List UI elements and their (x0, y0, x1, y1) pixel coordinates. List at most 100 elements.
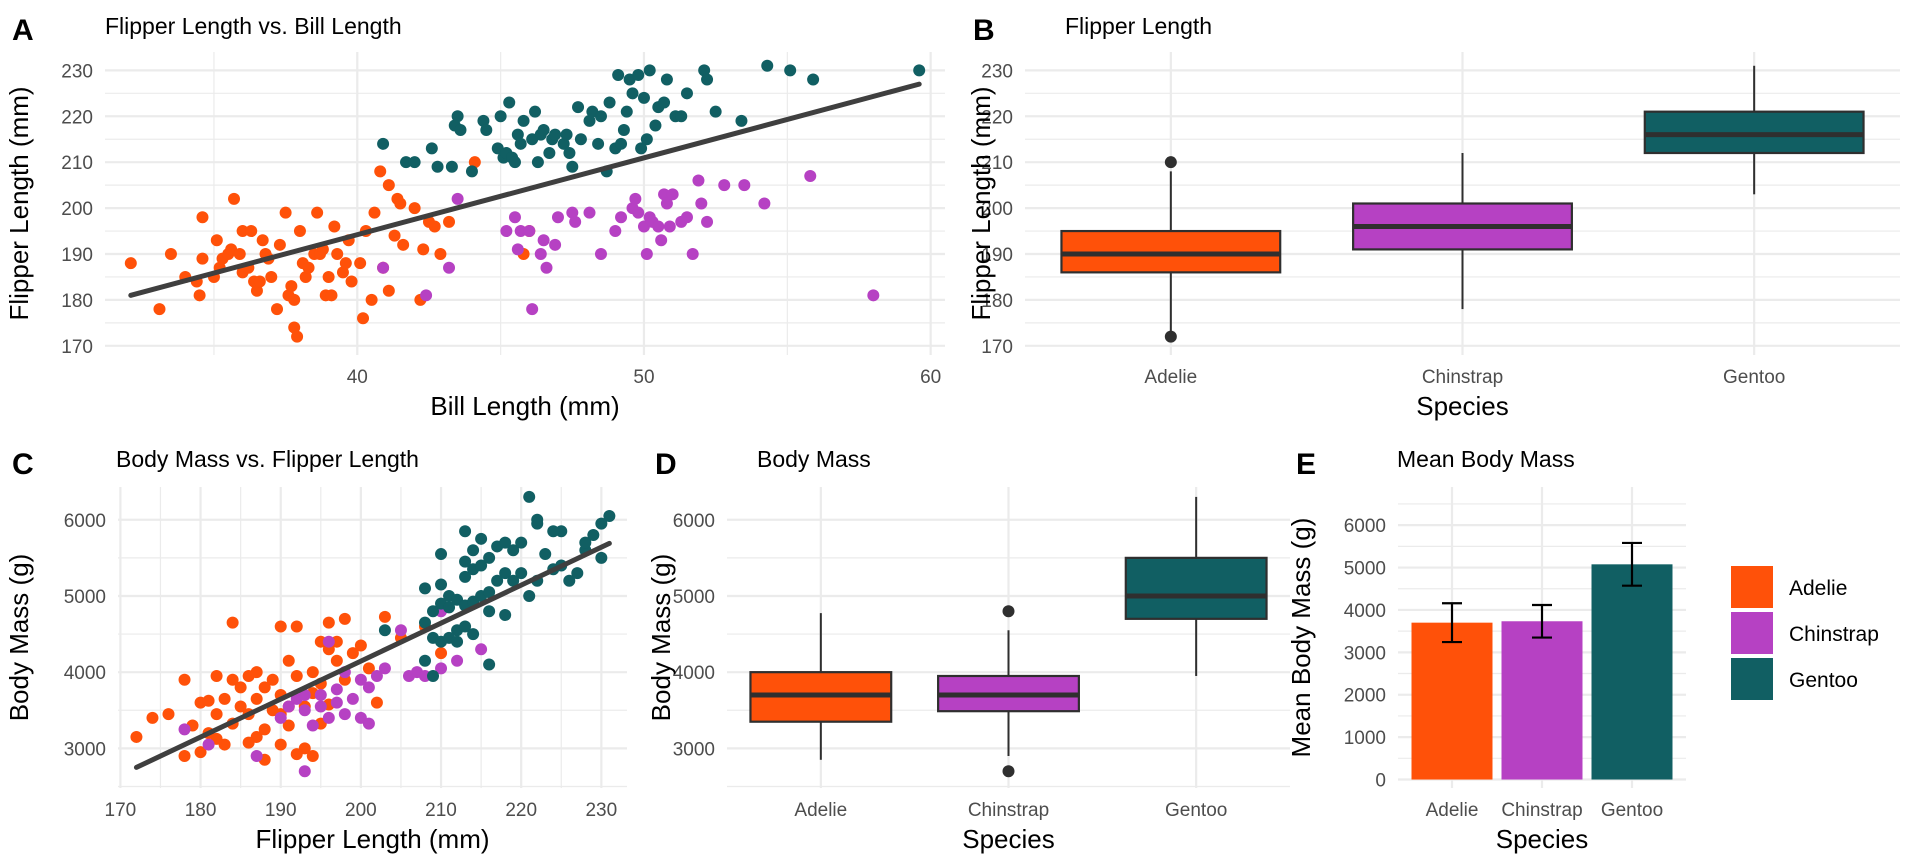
y-tick-label: 200 (61, 199, 93, 220)
data-point-chinstrap (250, 749, 263, 762)
data-point-gentoo (494, 110, 507, 123)
data-point-adelie (256, 234, 269, 247)
data-point-chinstrap (362, 717, 375, 730)
data-point-adelie (370, 696, 383, 709)
x-axis-label: Bill Length (mm) (430, 391, 619, 421)
y-tick-label: 170 (61, 337, 93, 358)
data-point-adelie (250, 284, 263, 297)
data-point-gentoo (649, 119, 662, 132)
x-tick-label: 40 (347, 367, 368, 388)
data-point-adelie (378, 610, 391, 623)
data-point-chinstrap (451, 654, 464, 667)
x-axis-label: Species (962, 824, 1055, 854)
data-point-gentoo (400, 156, 413, 169)
data-point-gentoo (511, 128, 524, 141)
bar-chinstrap (1501, 621, 1583, 780)
panel-tag: A (12, 14, 34, 47)
y-tick-label: 5000 (1344, 559, 1386, 580)
panel-tag: E (1296, 448, 1316, 481)
data-point-chinstrap (354, 673, 367, 686)
y-tick-label: 230 (61, 61, 93, 82)
x-tick-label: 50 (633, 367, 654, 388)
data-point-adelie (274, 738, 287, 751)
data-point-gentoo (557, 137, 570, 150)
data-point-gentoo (640, 133, 653, 146)
data-point-adelie (311, 206, 324, 219)
data-point-gentoo (523, 490, 536, 503)
data-point-chinstrap (629, 192, 642, 205)
data-point-chinstrap (666, 188, 679, 201)
data-point-gentoo (620, 105, 633, 118)
data-point-adelie (322, 270, 335, 283)
data-point-adelie (291, 330, 304, 343)
y-axis-label: Body Mass (g) (4, 554, 34, 722)
bar-gentoo (1591, 564, 1673, 780)
data-point-adelie (164, 248, 177, 260)
x-tick-label: 200 (345, 800, 377, 821)
data-point-chinstrap (758, 197, 771, 210)
data-point-adelie (146, 711, 159, 724)
data-point-gentoo (483, 605, 496, 618)
data-point-chinstrap (537, 234, 550, 247)
data-point-gentoo (459, 570, 472, 583)
data-point-chinstrap (511, 243, 524, 256)
x-tick-label: Gentoo (1723, 367, 1785, 388)
data-point-chinstrap (566, 206, 579, 219)
data-point-chinstrap (692, 174, 705, 187)
data-point-gentoo (507, 574, 520, 587)
data-point-adelie (242, 736, 255, 749)
data-point-gentoo (587, 529, 600, 542)
data-point-adelie (196, 252, 209, 265)
data-point-adelie (226, 616, 239, 629)
data-point-chinstrap (282, 700, 295, 713)
data-point-gentoo (807, 73, 820, 86)
x-tick-label: Adelie (794, 800, 847, 821)
data-point-gentoo (563, 147, 576, 159)
y-tick-label: 6000 (64, 511, 106, 532)
data-point-adelie (382, 284, 395, 297)
panel-tag: C (12, 448, 34, 481)
data-point-chinstrap (695, 197, 708, 210)
trend-line (128, 81, 922, 298)
data-point-gentoo (617, 124, 630, 137)
data-point-gentoo (503, 96, 516, 109)
data-point-adelie (178, 673, 191, 686)
panel-tag: D (655, 448, 677, 481)
data-point-adelie (362, 662, 375, 675)
data-point-chinstrap (500, 225, 513, 238)
data-point-gentoo (563, 574, 576, 587)
data-point-adelie (290, 669, 303, 682)
data-point-chinstrap (377, 261, 390, 274)
y-tick-label: 180 (981, 291, 1013, 312)
data-point-adelie (250, 692, 263, 705)
legend-label: Chinstrap (1789, 623, 1879, 646)
outlier-point (1164, 156, 1177, 169)
y-tick-label: 170 (981, 337, 1013, 358)
data-point-adelie (285, 280, 298, 293)
data-point-gentoo (547, 525, 560, 538)
y-tick-label: 220 (61, 107, 93, 128)
chart-title: Mean Body Mass (1397, 446, 1575, 472)
data-point-adelie (194, 746, 207, 759)
data-point-adelie (354, 639, 367, 652)
data-point-adelie (428, 220, 441, 233)
data-point-gentoo (531, 513, 544, 526)
data-point-adelie (339, 257, 352, 270)
y-tick-label: 230 (981, 61, 1013, 82)
data-point-gentoo (572, 101, 585, 114)
data-point-adelie (279, 206, 292, 219)
x-axis-label: Flipper Length (mm) (255, 824, 489, 854)
data-point-gentoo (499, 536, 512, 549)
y-tick-label: 6000 (673, 511, 715, 532)
data-point-gentoo (515, 567, 528, 580)
data-point-gentoo (467, 544, 480, 557)
outlier-point (1164, 330, 1177, 343)
data-point-gentoo (632, 68, 645, 81)
data-point-chinstrap (508, 211, 521, 224)
data-point-adelie (236, 225, 249, 238)
data-point-gentoo (579, 536, 592, 549)
x-tick-label: 190 (265, 800, 297, 821)
chart-title: Body Mass (757, 446, 871, 472)
legend-swatch-chinstrap (1731, 612, 1773, 654)
data-point-chinstrap (514, 225, 527, 238)
